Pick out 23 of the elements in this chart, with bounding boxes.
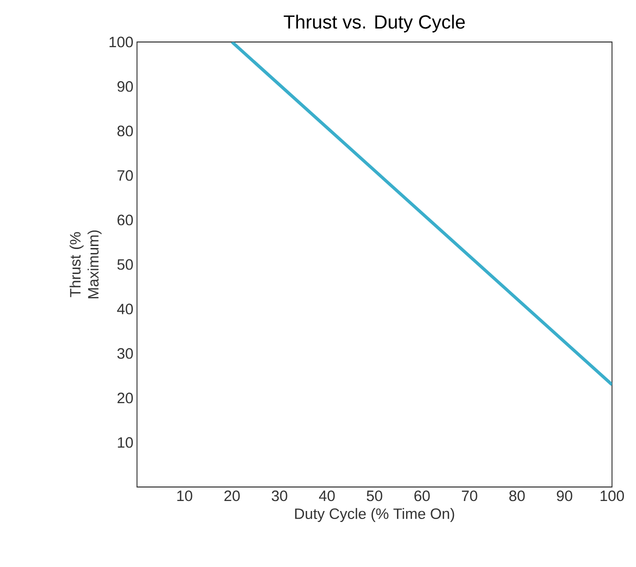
y-tick-label: 50: [117, 259, 133, 270]
y-tick-label: 10: [118, 437, 133, 448]
y-tick-label: 20: [118, 392, 133, 404]
y-tick-label: 40: [117, 304, 133, 314]
y-tick-label: 90: [117, 81, 133, 92]
x-tick-label: 30: [272, 490, 288, 502]
y-tick-label: 60: [118, 214, 133, 226]
y-tick-label: 30: [117, 348, 133, 359]
x-tick-label: 50: [366, 490, 382, 502]
x-tick-label: 70: [462, 490, 478, 502]
y-tick-label: 100: [110, 36, 133, 48]
chart-title: Thrust vs. Duty Cycle: [284, 14, 465, 32]
x-axis-title: Duty Cycle (% Time On): [295, 508, 454, 522]
y-axis-title: Thrust (% Maximum): [70, 230, 102, 298]
y-tick-label: 80: [117, 126, 133, 136]
x-tick-label: 10: [177, 490, 192, 502]
x-tick-label: 100: [600, 490, 624, 502]
x-tick-label: 20: [224, 490, 240, 502]
y-tick-label: 70: [118, 170, 133, 181]
x-tick-label: 80: [509, 490, 525, 502]
x-tick-label: 90: [556, 490, 572, 502]
x-tick-label: 40: [319, 490, 335, 502]
x-tick-label: 60: [414, 490, 430, 502]
